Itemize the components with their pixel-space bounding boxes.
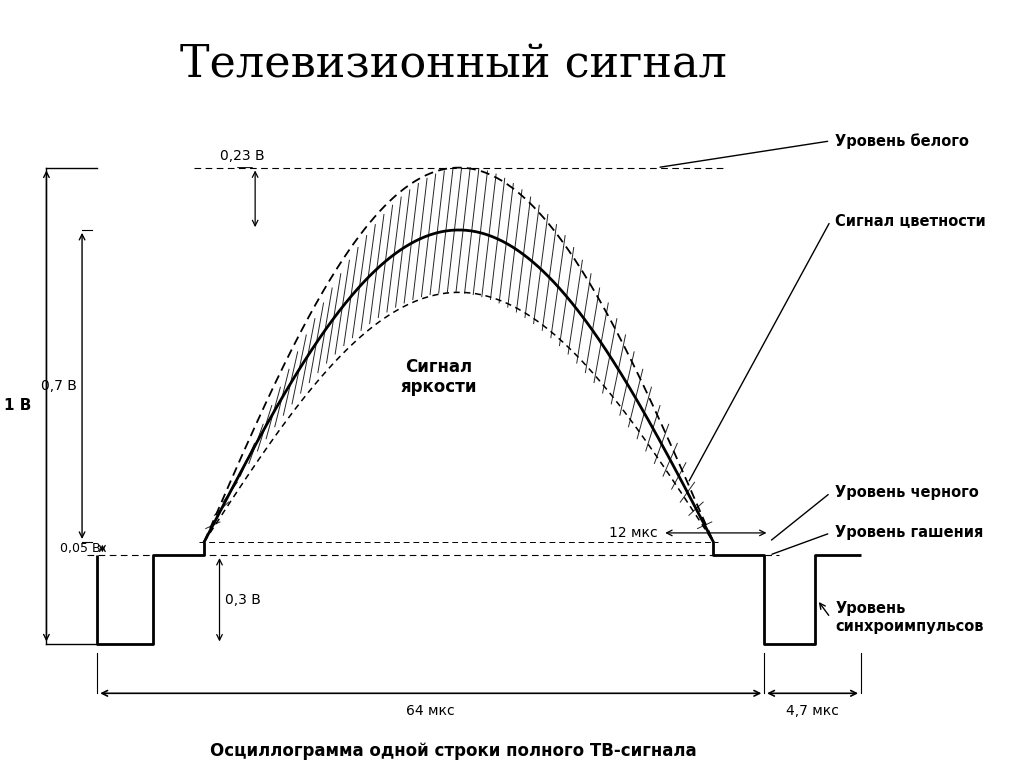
Text: Уровень белого: Уровень белого xyxy=(836,133,970,149)
Text: 1 В: 1 В xyxy=(4,398,31,413)
Text: 0,23 В: 0,23 В xyxy=(219,149,264,163)
Text: Уровень черного: Уровень черного xyxy=(836,486,979,500)
Text: 64 мкс: 64 мкс xyxy=(407,704,455,718)
Text: Сигнал цветности: Сигнал цветности xyxy=(836,213,986,229)
Text: Уровень
синхроимпульсов: Уровень синхроимпульсов xyxy=(836,601,984,634)
Text: Уровень гашения: Уровень гашения xyxy=(836,525,984,541)
Text: 4,7 мкс: 4,7 мкс xyxy=(786,704,839,718)
Text: 12 мкс: 12 мкс xyxy=(608,526,657,540)
Text: Осциллограмма одной строки полного ТВ-сигнала: Осциллограмма одной строки полного ТВ-си… xyxy=(210,742,697,760)
Text: Сигнал
яркости: Сигнал яркости xyxy=(400,357,476,397)
Text: Телевизионный сигнал: Телевизионный сигнал xyxy=(180,44,727,87)
Text: 0,3 В: 0,3 В xyxy=(224,593,260,607)
Text: 0,05 В: 0,05 В xyxy=(59,542,100,555)
Text: 0,7 В: 0,7 В xyxy=(41,379,77,393)
